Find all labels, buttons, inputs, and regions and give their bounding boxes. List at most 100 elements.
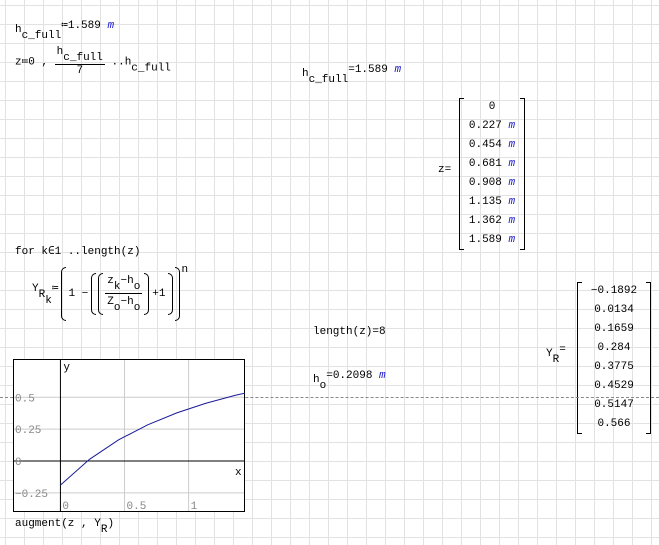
- assign-op: ≔: [61, 20, 68, 32]
- den: Z: [107, 295, 114, 308]
- cell-value: 0.5147: [594, 399, 634, 411]
- unit: m: [379, 370, 386, 382]
- cell-value: −0.1892: [590, 285, 638, 297]
- den-rest: −h: [120, 295, 134, 308]
- num: z: [107, 274, 114, 287]
- cell-unit: m: [508, 158, 516, 170]
- cell-value: 0.681: [468, 158, 502, 170]
- matrix-cell: −0.1892: [582, 282, 646, 301]
- caption-end: ): [107, 518, 115, 530]
- cell-value: 0.4529: [594, 380, 634, 392]
- unit: m: [394, 64, 402, 76]
- data-series-line: [60, 392, 245, 486]
- cell-value: 0.0134: [594, 304, 634, 316]
- page-break-line: [0, 397, 659, 398]
- step-fraction: hc_full 7: [54, 46, 105, 77]
- cell-value: 0.284: [597, 342, 631, 354]
- y-tick-label: 0.25: [15, 425, 41, 437]
- cell-value: 0.1659: [594, 323, 634, 335]
- var-sub: c_full: [21, 30, 62, 42]
- value: 1.589: [67, 20, 101, 32]
- end-sub: c_full: [131, 62, 171, 75]
- assign-op: ≔: [51, 283, 59, 295]
- cell-unit: m: [508, 234, 516, 246]
- label: z: [438, 164, 445, 176]
- yr-loop-body[interactable]: YRk≔ 1 − zk−ho Zo−ho +1 n: [32, 264, 188, 324]
- paren-open: [91, 273, 97, 315]
- paren-open: [98, 273, 104, 315]
- var-name: h: [15, 24, 22, 36]
- lhs: Y: [32, 283, 39, 295]
- num-sub2: o: [133, 280, 141, 293]
- eq-op: =: [444, 164, 452, 176]
- plus-one: +1: [152, 288, 166, 300]
- cell-unit: m: [508, 215, 516, 227]
- one-minus: 1 −: [68, 288, 89, 300]
- paren-close: [144, 273, 150, 315]
- matrix-cell: 0.908 m: [464, 174, 520, 193]
- paren-close: [167, 273, 173, 315]
- matrix-cell: 0.4529: [582, 377, 646, 396]
- hc-full-definition[interactable]: hc_full≔1.589 m: [15, 18, 114, 42]
- y-tick-label: 0.5: [15, 393, 35, 405]
- value: 1.589: [354, 64, 388, 76]
- z-matrix-label: z=: [438, 164, 451, 176]
- lhs: z: [15, 56, 22, 69]
- num-sub: c_full: [63, 52, 103, 64]
- matrix-cell: 0.1659: [582, 320, 646, 339]
- loop-header[interactable]: for k∈1 ..length(z): [15, 246, 141, 258]
- matrix-cell: 1.135 m: [464, 193, 520, 212]
- matrix-cell: 0.681 m: [464, 155, 520, 174]
- var-name: h: [302, 68, 309, 80]
- cell-unit: m: [508, 139, 516, 151]
- cell-unit: m: [508, 196, 516, 208]
- x-tick-label: 0.5: [127, 501, 147, 512]
- paren-open: [61, 267, 67, 321]
- matrix-cell: 0: [464, 98, 520, 117]
- label-sub: R: [552, 354, 560, 366]
- den: 7: [76, 65, 84, 77]
- var-sub: c_full: [308, 74, 349, 86]
- var-name: h: [313, 374, 320, 386]
- fraction: zk−ho Zo−ho: [105, 274, 143, 314]
- cell-value: 0.454: [468, 139, 502, 151]
- paren-close: [174, 267, 180, 321]
- cell-value: 0.566: [597, 418, 631, 430]
- z-matrix[interactable]: 0 0.227 m 0.454 m 0.681 m 0.908 m 1.135 m 1.36…: [459, 98, 525, 250]
- xy-plot[interactable]: 0.5 0.25 0 −0.25 0 0.5 1 y x: [13, 359, 245, 512]
- matrix-cell: 0.0134: [582, 301, 646, 320]
- x-tick-label: 0: [62, 501, 69, 512]
- den-sub2: o: [133, 301, 141, 314]
- lhs-sub: R: [38, 289, 46, 301]
- matrix-cell: 0.284: [582, 339, 646, 358]
- assign-op: ≔: [21, 56, 29, 69]
- value: 0.2098: [332, 370, 373, 382]
- eq-op: =: [326, 370, 333, 382]
- matrix-cell: 0.3775: [582, 358, 646, 377]
- exponent: n: [181, 264, 189, 276]
- eq-op: =: [559, 344, 566, 356]
- ho-eval[interactable]: ho=0.2098 m: [313, 370, 386, 392]
- caption: augment(z , Y: [15, 518, 101, 530]
- cell-unit: m: [508, 120, 516, 132]
- y-tick-label: −0.25: [15, 489, 48, 501]
- first: 0 ,: [28, 56, 49, 69]
- plot-x-expression[interactable]: augment(z , YR): [15, 518, 114, 536]
- yr-matrix[interactable]: −0.1892 0.0134 0.1659 0.284 0.3775 0.4529 0.51…: [577, 282, 651, 434]
- num-sub: k: [113, 280, 121, 293]
- num: h: [56, 46, 64, 58]
- yr-matrix-label: YR=: [546, 344, 566, 366]
- z-range-definition[interactable]: z≔0 , hc_full 7 ..hc_full: [15, 46, 171, 77]
- length-eval[interactable]: length(z)=8: [313, 326, 386, 338]
- matrix-cell: 0.454 m: [464, 136, 520, 155]
- cell-value: 1.135: [468, 196, 502, 208]
- matrix-cell: 1.589 m: [464, 231, 520, 250]
- range-op: ..: [111, 56, 125, 69]
- var-sub: o: [319, 380, 327, 392]
- caption-sub: R: [100, 524, 108, 536]
- cell-value: 0.227: [468, 120, 502, 132]
- eq-op: =: [348, 64, 355, 76]
- cell-value: 1.362: [468, 215, 502, 227]
- hc-full-eval[interactable]: hc_full=1.589 m: [302, 64, 401, 86]
- cell-value: 0.908: [468, 177, 502, 189]
